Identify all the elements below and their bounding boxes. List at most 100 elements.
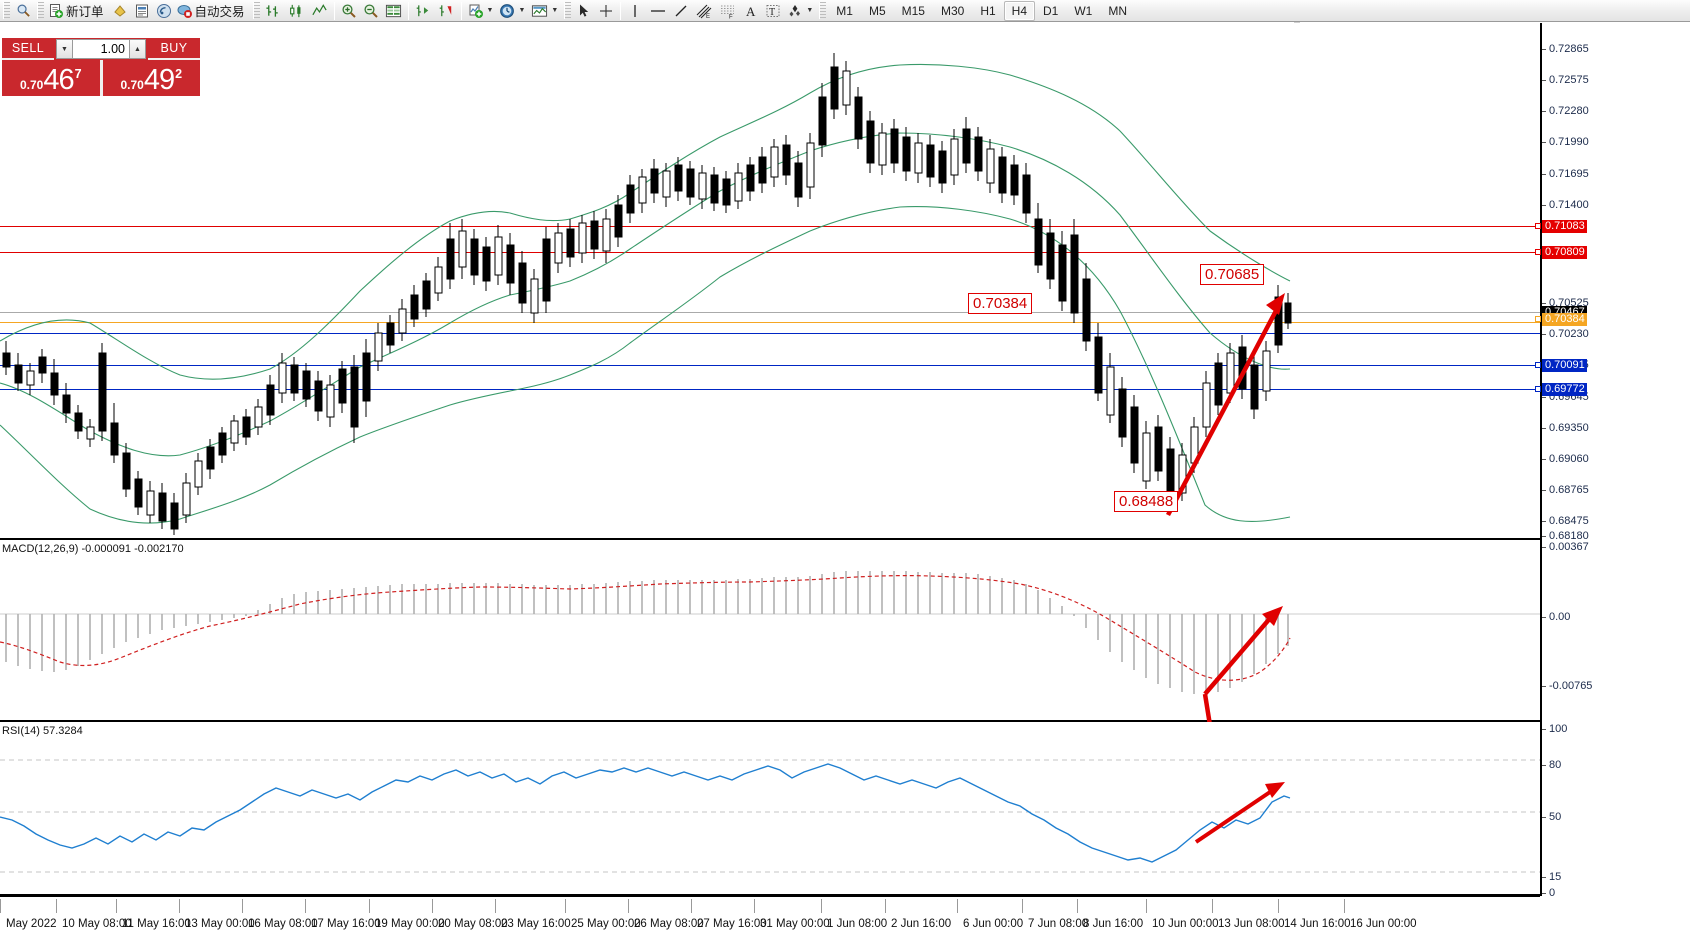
magnifier-icon-button[interactable] — [12, 1, 34, 21]
level-line-070384[interactable] — [0, 322, 1540, 323]
tab-timeframe-m1[interactable]: M1 — [836, 3, 853, 18]
templates-button[interactable]: ▼ — [528, 1, 561, 21]
auto-scroll-button[interactable] — [412, 1, 435, 21]
ytick-price-10: 0.69350 — [1542, 422, 1589, 434]
rsi-pane[interactable]: RSI(14) 57.3284 — [0, 724, 1540, 896]
toolbar-grip-2[interactable] — [37, 2, 44, 19]
chevron-down-icon-4[interactable]: ▼ — [806, 7, 814, 14]
line-chart-button[interactable] — [308, 1, 331, 21]
toolbar-grip-5[interactable] — [819, 2, 827, 19]
tab-timeframe-w1[interactable]: W1 — [1074, 3, 1093, 18]
level-line-070091[interactable] — [0, 365, 1540, 366]
metaeditor-button[interactable] — [131, 1, 153, 21]
chart-container[interactable]: 0.70685 0.70384 0.68488 MACD(12,26,9) -0… — [0, 23, 1690, 940]
xtick-17: 8 Jun 16:00 — [1076, 899, 1144, 930]
rsi-indicator-label: RSI(14) 57.3284 — [2, 725, 83, 737]
chevron-down-icon[interactable]: ▼ — [486, 7, 494, 14]
level-handle-069772[interactable] — [1535, 386, 1541, 392]
tab-timeframe-m15[interactable]: M15 — [901, 3, 925, 18]
chevron-down-icon-2[interactable]: ▼ — [518, 7, 526, 14]
level-line-070091-upper[interactable] — [0, 333, 1540, 334]
toolbar-separator — [333, 1, 335, 20]
tab-timeframe-h4[interactable]: H4 — [1003, 0, 1035, 21]
buy-price-display[interactable]: 0.70 49 2 — [102, 60, 200, 96]
candlestick-chart-button[interactable] — [285, 1, 308, 21]
trend-arrow-rsi — [1194, 782, 1285, 844]
data-window-button[interactable] — [382, 1, 405, 21]
level-line-070809[interactable] — [0, 252, 1540, 253]
buy-button[interactable]: BUY — [148, 38, 200, 60]
level-line-069772[interactable] — [0, 389, 1540, 390]
volume-increase-button[interactable]: ▲ — [129, 39, 146, 59]
price-pane[interactable]: 0.70685 0.70384 0.68488 — [0, 23, 1540, 540]
level-handle-070384[interactable] — [1535, 316, 1541, 322]
new-order-button[interactable]: 新订单 — [46, 1, 109, 21]
level-handle-071083[interactable] — [1535, 223, 1541, 229]
bar-chart-button[interactable] — [262, 1, 285, 21]
equidistant-channel-tool[interactable]: E — [692, 1, 716, 21]
volume-decrease-button[interactable]: ▼ — [56, 39, 73, 59]
annotation-high-target[interactable]: 0.70685 — [1200, 264, 1265, 285]
time-axis[interactable]: May 2022 10 May 08:00 11 May 16:00 13 Ma… — [0, 896, 1540, 940]
level-line-gray[interactable] — [0, 312, 1540, 313]
text-label-tool[interactable]: T — [762, 1, 784, 21]
xtick-6: 19 May 00:00 — [369, 899, 445, 930]
expert-advisor-button[interactable] — [109, 1, 131, 21]
tab-timeframe-m5[interactable]: M5 — [868, 3, 886, 18]
price-tag-070809[interactable]: 0.70809 — [1542, 246, 1587, 259]
horizontal-line-tool[interactable] — [646, 1, 670, 21]
price-tag-070091[interactable]: 0.70091 — [1542, 359, 1587, 372]
tab-timeframe-mn[interactable]: MN — [1108, 3, 1128, 18]
indicators-button[interactable]: ▼ — [465, 1, 497, 21]
sell-price-display[interactable]: 0.70 46 7 — [2, 60, 103, 96]
xtick-1: 10 May 08:00 — [56, 899, 132, 930]
vertical-line-tool[interactable] — [624, 1, 646, 21]
ytick-price-3: 0.71990 — [1542, 136, 1589, 148]
autotrading-button[interactable]: 自动交易 — [175, 1, 250, 21]
volume-stepper[interactable]: ▼ 1.00 ▲ — [54, 38, 148, 60]
price-tag-069772[interactable]: 0.69772 — [1542, 383, 1587, 396]
xtick-19: 13 Jun 08:00 — [1212, 899, 1285, 930]
price-tag-070384[interactable]: 0.70384 — [1542, 313, 1587, 326]
sell-button[interactable]: SELL — [2, 38, 54, 60]
annotation-swing-low[interactable]: 0.68488 — [1114, 491, 1179, 512]
svg-text:F: F — [729, 14, 733, 19]
toolbar-separator-2 — [407, 1, 409, 20]
level-handle-070809[interactable] — [1535, 249, 1541, 255]
volume-input[interactable]: 1.00 — [73, 39, 129, 59]
xtick-5: 17 May 16:00 — [305, 899, 381, 930]
text-a-icon[interactable]: A — [740, 1, 762, 21]
fibonacci-tool[interactable]: F — [716, 1, 740, 21]
level-handle-070091[interactable] — [1535, 362, 1541, 368]
zoom-in-button[interactable] — [338, 1, 360, 21]
annotation-mid-level[interactable]: 0.70384 — [968, 293, 1033, 314]
crosshair-tool[interactable] — [595, 1, 617, 21]
tab-timeframe-m30[interactable]: M30 — [940, 3, 965, 18]
ytick-price-2: 0.72280 — [1542, 105, 1589, 117]
trend-arrow-macd — [1202, 606, 1283, 722]
price-tag-071083[interactable]: 0.71083 — [1542, 220, 1587, 233]
toolbar-grip[interactable] — [3, 2, 10, 19]
tab-timeframe-d1[interactable]: D1 — [1043, 3, 1059, 18]
toolbar-grip-4[interactable] — [564, 2, 572, 19]
one-click-top-row: SELL ▼ 1.00 ▲ BUY — [2, 38, 200, 60]
zoom-out-button[interactable] — [360, 1, 382, 21]
trendline-tool[interactable] — [670, 1, 692, 21]
xtick-7: 20 May 08:00 — [432, 899, 508, 930]
chart-shift-button[interactable] — [435, 1, 458, 21]
signals-button[interactable] — [153, 1, 175, 21]
ytick-rsi-1: 80 — [1542, 759, 1561, 771]
shapes-tool[interactable]: ▼ — [784, 1, 816, 21]
ytick-price-7: 0.70230 — [1542, 328, 1589, 340]
tab-timeframe-h1[interactable]: H1 — [980, 3, 996, 18]
one-click-trading-panel[interactable]: SELL ▼ 1.00 ▲ BUY 0.70 46 7 0.70 49 2 — [2, 38, 200, 96]
one-click-price-row: 0.70 46 7 0.70 49 2 — [2, 60, 200, 96]
periods-button[interactable]: ▼ — [496, 1, 528, 21]
level-line-071083[interactable] — [0, 226, 1540, 227]
price-scale[interactable]: 0.72865 0.72575 0.72280 0.71990 0.71695 … — [1540, 23, 1690, 899]
toolbar-grip-3[interactable] — [252, 2, 260, 19]
buy-price-prefix: 0.70 — [120, 78, 144, 92]
macd-pane[interactable]: MACD(12,26,9) -0.000091 -0.002170 — [0, 542, 1540, 722]
cursor-tool[interactable] — [573, 1, 595, 21]
chevron-down-icon-3[interactable]: ▼ — [551, 7, 559, 14]
